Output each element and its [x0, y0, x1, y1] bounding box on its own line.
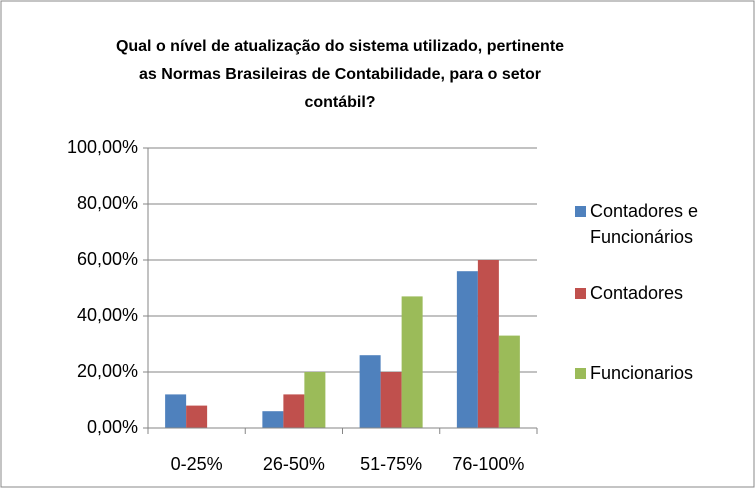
x-tick-label: 76-100% — [452, 454, 524, 474]
bar — [165, 394, 187, 428]
chart-title: contábil? — [304, 94, 375, 111]
legend-item: Contadores e Funcionários — [575, 198, 750, 250]
chart-title: Qual o nível de atualização do sistema u… — [116, 38, 564, 55]
bar — [262, 411, 284, 428]
y-tick-label: 20,00% — [77, 361, 138, 381]
bar — [283, 394, 305, 428]
y-tick-label: 60,00% — [77, 249, 138, 269]
legend-label: Contadores — [590, 283, 684, 303]
y-tick-label: 40,00% — [77, 305, 138, 325]
legend-item: Contadores — [575, 280, 750, 306]
bar — [498, 335, 520, 428]
legend-swatch — [575, 206, 586, 217]
legend-swatch — [575, 368, 586, 379]
bar — [380, 372, 402, 428]
legend-item: Funcionarios — [575, 360, 750, 386]
bar — [477, 260, 499, 428]
bar — [359, 355, 381, 428]
y-tick-label: 80,00% — [77, 193, 138, 213]
x-tick-label: 51-75% — [360, 454, 422, 474]
chart-title: as Normas Brasileiras de Contabilidade, … — [139, 66, 541, 83]
x-tick-label: 0-25% — [171, 454, 223, 474]
bar — [456, 271, 478, 428]
legend-label: Funcionarios — [590, 363, 694, 383]
y-tick-label: 0,00% — [87, 417, 138, 437]
y-tick-label: 100,00% — [67, 137, 138, 157]
bar — [304, 372, 326, 428]
bar — [186, 405, 208, 428]
bar — [401, 296, 423, 428]
legend-label: Contadores e Funcionários — [590, 201, 699, 247]
legend-swatch — [575, 288, 586, 299]
x-tick-label: 26-50% — [263, 454, 325, 474]
